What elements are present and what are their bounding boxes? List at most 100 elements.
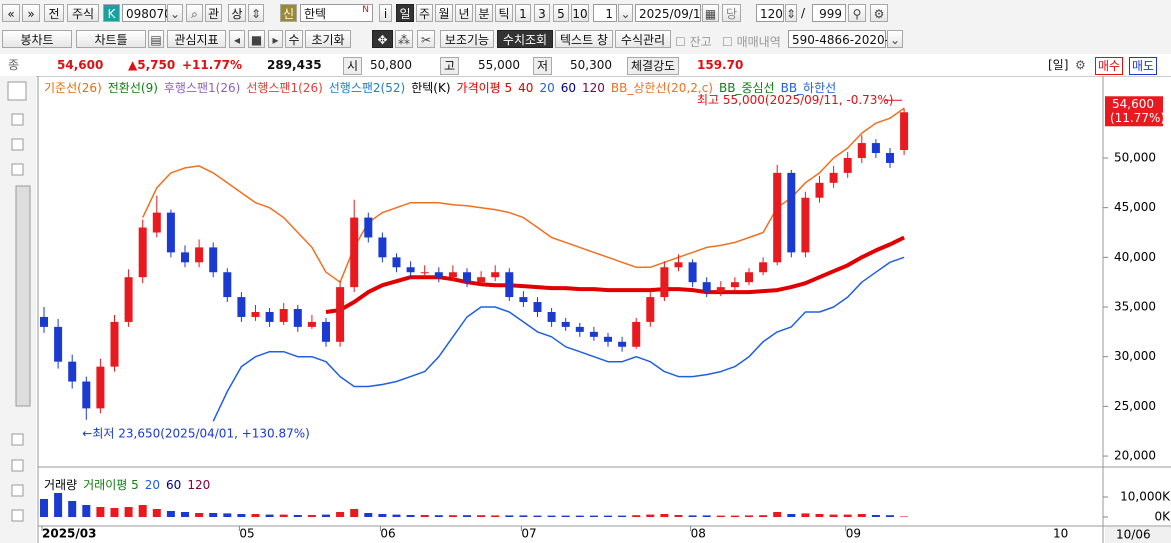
info-label: 체결강도 <box>627 57 680 75</box>
button[interactable]: K <box>103 4 120 22</box>
button[interactable]: 틱 <box>495 4 513 22</box>
button[interactable]: 10 <box>571 4 589 22</box>
icon[interactable]: ▸ <box>268 30 283 48</box>
count-input[interactable]: 1 <box>593 4 617 22</box>
dropdown[interactable]: ⌄ <box>167 4 183 22</box>
candle-body <box>251 311 260 317</box>
search[interactable]: ⌕ <box>186 4 203 22</box>
spinner[interactable]: ⇕ <box>248 4 264 22</box>
button[interactable]: 전 <box>44 4 64 22</box>
volume-bar <box>533 515 542 517</box>
icon[interactable]: ■ <box>248 30 265 48</box>
volume-bar <box>730 515 739 517</box>
candle-body <box>759 262 768 273</box>
button[interactable]: 관심지표 <box>167 30 226 48</box>
scrollbar[interactable] <box>15 185 31 407</box>
button[interactable]: 월 <box>435 4 453 22</box>
button[interactable]: « <box>2 4 20 22</box>
zoom[interactable]: ⚲ <box>848 4 866 22</box>
volume-bar <box>688 515 697 517</box>
button[interactable]: 수식관리 <box>615 30 671 48</box>
legend-item: 20 <box>144 478 161 492</box>
sell-button[interactable]: 매도 <box>1129 57 1158 75</box>
icon[interactable] <box>11 113 24 126</box>
button[interactable]: 상 <box>228 4 246 22</box>
candle-body <box>632 321 641 347</box>
volume-bar <box>392 514 401 517</box>
volume-bar <box>82 505 91 517</box>
button[interactable]: 보조기능 <box>440 30 494 48</box>
button[interactable]: 당 <box>722 4 741 22</box>
volume-bar <box>575 515 584 517</box>
date-input[interactable]: 2025/09/11 <box>635 4 708 22</box>
icon[interactable] <box>11 138 24 151</box>
dropdown[interactable]: ⌄ <box>618 4 633 22</box>
candle-body <box>307 321 316 327</box>
candle-body <box>688 262 697 283</box>
x-tick-label: 06 <box>380 527 395 541</box>
button[interactable]: 분 <box>475 4 493 22</box>
sidebar-button[interactable] <box>7 81 27 101</box>
dropdown[interactable]: ⌄ <box>887 30 903 48</box>
button[interactable]: 텍스트 창 <box>555 30 613 48</box>
separator: / <box>801 6 806 20</box>
code-input[interactable]: 098070 <box>122 4 172 22</box>
icon[interactable]: ◂ <box>229 30 245 48</box>
button[interactable]: 년 <box>455 4 473 22</box>
volume-bar <box>223 513 232 517</box>
y-tick-label: 30,000 <box>1114 349 1156 363</box>
icon[interactable]: ▤ <box>148 30 164 48</box>
icon[interactable] <box>11 509 24 522</box>
button[interactable]: 주 <box>416 4 433 22</box>
button[interactable]: 수치조회 <box>497 30 553 48</box>
button[interactable]: 일 <box>396 4 414 22</box>
bars-input[interactable]: 120 <box>756 4 784 22</box>
button[interactable]: 1 <box>515 4 531 22</box>
icon[interactable] <box>11 484 24 497</box>
icon[interactable] <box>11 163 24 176</box>
candle-body <box>223 272 232 298</box>
max-input[interactable]: 999 <box>812 4 846 22</box>
button[interactable]: 봉차트 <box>2 30 72 48</box>
button[interactable]: 초기화 <box>305 30 351 48</box>
button[interactable]: 수 <box>285 30 303 48</box>
buy-button[interactable]: 매수 <box>1095 57 1124 75</box>
button[interactable]: 관 <box>205 4 222 22</box>
checkbox[interactable]: ☐ 잔고 <box>675 35 712 49</box>
button[interactable]: 신 <box>280 4 297 22</box>
candle-body <box>618 341 627 347</box>
stock-name: 한텍 <box>304 7 327 21</box>
candle-body <box>350 217 359 288</box>
info-label: 저 <box>533 57 553 75</box>
button[interactable]: » <box>22 4 40 22</box>
button[interactable]: 주식 <box>67 4 99 22</box>
icon[interactable] <box>11 459 24 472</box>
candle-body <box>68 361 77 382</box>
calendar[interactable]: ▦ <box>702 4 719 22</box>
price: 54,600 <box>57 58 104 72</box>
name-input[interactable]: 한텍 N <box>300 4 373 22</box>
icon[interactable] <box>11 433 24 446</box>
icon[interactable]: ⁂ <box>395 30 413 48</box>
volume-bar <box>322 514 330 517</box>
spinner[interactable]: ⇕ <box>785 4 797 22</box>
y-tick-label: 40,000 <box>1114 250 1156 264</box>
candle-body <box>702 282 711 293</box>
icon[interactable]: ✥ <box>372 30 393 48</box>
volume-bar <box>561 515 570 517</box>
button[interactable]: 3 <box>534 4 550 22</box>
y-tick-label: 35,000 <box>1114 300 1156 314</box>
checkbox[interactable]: ☐ 매매내역 <box>722 35 781 49</box>
volume-bar <box>251 514 260 517</box>
icon[interactable]: ✂ <box>417 30 435 48</box>
button[interactable]: i <box>379 4 392 22</box>
settings[interactable]: ⚙ <box>870 4 888 22</box>
account-input[interactable]: 590-4866-2020-1 <box>788 30 897 48</box>
settings[interactable]: ⚙ <box>1075 58 1086 72</box>
candle-body <box>195 247 204 263</box>
x-tick-label: 10 <box>1053 527 1068 541</box>
button[interactable]: 5 <box>553 4 569 22</box>
button[interactable]: 차트틀 <box>76 30 146 48</box>
candle-body <box>477 277 486 283</box>
indicator-line <box>325 235 905 314</box>
